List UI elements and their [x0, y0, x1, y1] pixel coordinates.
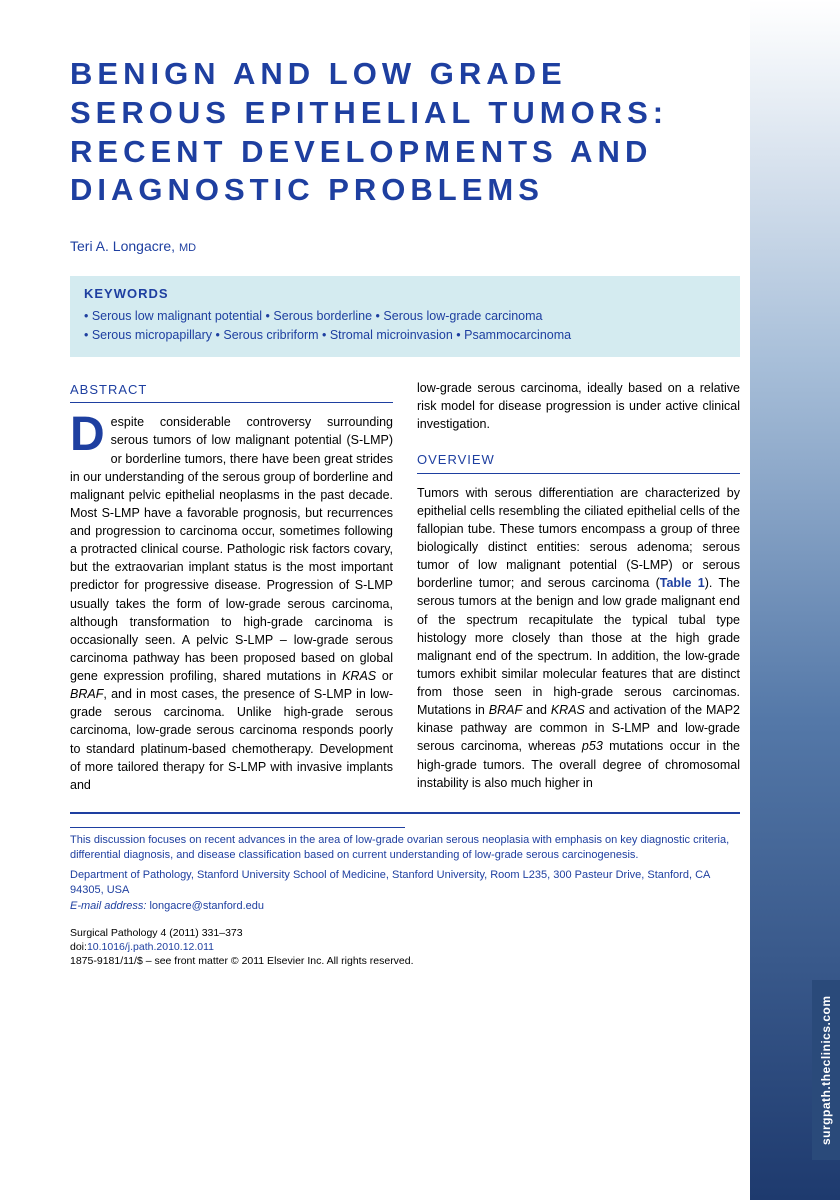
footer-email: E-mail address: longacre@stanford.edu	[70, 899, 740, 914]
overview-text-1: Tumors with serous differentiation are c…	[417, 486, 740, 591]
keywords-line-1: • Serous low malignant potential • Serou…	[84, 307, 726, 326]
overview-text-2: ). The serous tumors at the benign and l…	[417, 576, 740, 717]
citation-block: Surgical Pathology 4 (2011) 331–373 doi:…	[70, 926, 740, 969]
keywords-label: KEYWORDS	[84, 286, 726, 301]
gene-p53: p53	[582, 739, 603, 753]
abstract-text-2: , and in most cases, the presence of S-L…	[70, 687, 393, 792]
abstract-header: ABSTRACT	[70, 381, 393, 404]
author-line: Teri A. Longacre, MD	[70, 238, 740, 254]
overview-paragraph: Tumors with serous differentiation are c…	[417, 484, 740, 792]
doi-link[interactable]: 10.1016/j.path.2010.12.011	[87, 941, 214, 953]
dropcap: D	[70, 413, 111, 456]
abstract-or: or	[376, 669, 393, 683]
footer-block: This discussion focuses on recent advanc…	[70, 812, 740, 968]
footer-divider	[70, 827, 405, 828]
journal-url-tab: surgpath.theclinics.com	[812, 980, 840, 1160]
gene-kras: KRAS	[342, 669, 376, 683]
gene-braf: BRAF	[70, 687, 103, 701]
email-label: E-mail address:	[70, 900, 146, 912]
abstract-paragraph: Despite considerable controversy surroun…	[70, 413, 393, 794]
table-1-ref[interactable]: Table 1	[660, 576, 705, 590]
doi-label: doi:	[70, 941, 87, 953]
abstract-text-1: espite considerable controversy surround…	[70, 415, 393, 683]
keywords-list: • Serous low malignant potential • Serou…	[84, 307, 726, 345]
article-title: BENIGN AND LOW GRADE SEROUS EPITHELIAL T…	[70, 55, 740, 210]
column-right: low-grade serous carcinoma, ideally base…	[417, 379, 740, 794]
keywords-line-2: • Serous micropapillary • Serous cribrif…	[84, 326, 726, 345]
author-degree: MD	[179, 242, 196, 254]
col2-continuation: low-grade serous carcinoma, ideally base…	[417, 379, 740, 433]
footer-address: Department of Pathology, Stanford Univer…	[70, 868, 740, 899]
keywords-box: KEYWORDS • Serous low malignant potentia…	[70, 276, 740, 357]
gene-kras-2: KRAS	[551, 703, 585, 717]
email-link[interactable]: longacre@stanford.edu	[149, 900, 264, 912]
overview-header: OVERVIEW	[417, 451, 740, 474]
column-left: ABSTRACT Despite considerable controvers…	[70, 379, 393, 794]
page-content: BENIGN AND LOW GRADE SEROUS EPITHELIAL T…	[0, 0, 840, 988]
footer-description: This discussion focuses on recent advanc…	[70, 833, 740, 864]
gene-braf-2: BRAF	[489, 703, 522, 717]
two-column-body: ABSTRACT Despite considerable controvers…	[70, 379, 740, 794]
citation-journal: Surgical Pathology 4 (2011) 331–373	[70, 926, 740, 940]
citation-issn: 1875-9181/11/$ – see front matter © 2011…	[70, 954, 740, 968]
author-name: Teri A. Longacre,	[70, 238, 175, 254]
citation-doi-line: doi:10.1016/j.path.2010.12.011	[70, 940, 740, 954]
overview-and: and	[522, 703, 551, 717]
